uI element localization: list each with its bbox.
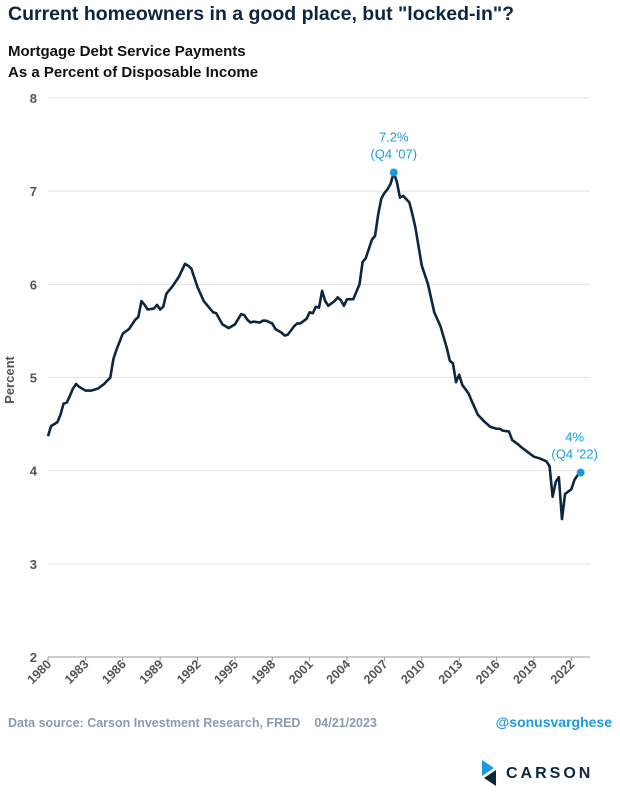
logo: CARSON xyxy=(482,760,593,786)
source: Data source: Carson Investment Research,… xyxy=(8,716,377,730)
x-tick-label: 1989 xyxy=(137,657,167,687)
x-tick-label: 1992 xyxy=(174,657,204,687)
x-tick-label: 1995 xyxy=(211,657,241,687)
y-tick-label: 4 xyxy=(30,464,38,479)
annotation-label: (Q4 '07) xyxy=(370,147,417,162)
x-tick-label: 1983 xyxy=(62,657,92,687)
data-line xyxy=(46,171,582,521)
y-tick-label: 5 xyxy=(30,371,37,386)
x-tick-label: 2007 xyxy=(361,657,391,687)
y-tick-label: 3 xyxy=(30,557,37,572)
subtitle: Mortgage Debt Service Payments xyxy=(8,43,246,60)
annotation-label: 4% xyxy=(565,430,584,445)
x-tick-label: 2004 xyxy=(324,657,354,687)
annotation-dot xyxy=(576,468,585,477)
logo-icon xyxy=(482,760,494,776)
x-tick-label: 2016 xyxy=(473,657,503,687)
annotation-label: 7.2% xyxy=(379,130,409,145)
x-tick-label: 2001 xyxy=(286,657,316,687)
x-tick-label: 2010 xyxy=(398,657,428,687)
y-tick-label: 2 xyxy=(30,650,37,665)
subtitle: As a Percent of Disposable Income xyxy=(8,64,258,81)
handle: @sonusvarghese xyxy=(496,714,613,730)
logo-text: CARSON xyxy=(506,765,593,782)
y-axis-label: Percent xyxy=(2,355,17,403)
x-tick-label: 2013 xyxy=(436,657,466,687)
x-tick-label: 2022 xyxy=(548,657,578,687)
y-tick-label: 8 xyxy=(30,91,37,106)
x-tick-label: 2019 xyxy=(510,657,540,687)
annotation-label: (Q4 '22) xyxy=(551,447,598,462)
x-tick-label: 1998 xyxy=(249,657,279,687)
annotation-dot xyxy=(389,168,398,177)
y-tick-label: 6 xyxy=(30,277,37,292)
y-tick-label: 7 xyxy=(30,184,37,199)
x-tick-label: 1986 xyxy=(99,657,129,687)
logo-icon xyxy=(484,770,496,786)
chart-title: Current homeowners in a good place, but … xyxy=(8,3,514,25)
